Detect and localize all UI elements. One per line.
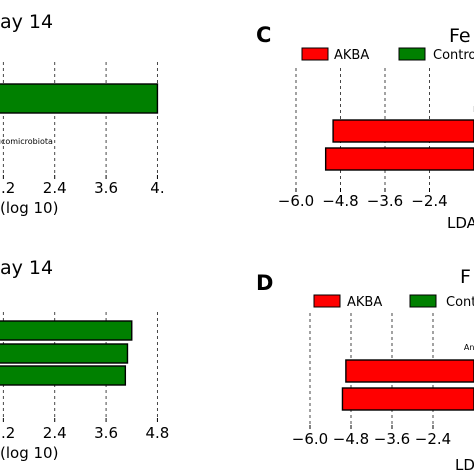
legend-label-1-1: Contro — [433, 48, 474, 63]
tick-label-3-3: −2.4 — [415, 430, 451, 448]
tick-label-3-1: −4.8 — [333, 430, 369, 448]
tick-label-1-0: −6.0 — [278, 192, 314, 210]
panel-letter-D: D — [256, 271, 273, 295]
tick-label-3-2: −3.6 — [374, 430, 410, 448]
bar-3-0 — [345, 359, 474, 383]
bar-3-1 — [341, 387, 474, 411]
bar-2-2 — [0, 365, 127, 386]
bar-label-0-0: rrucomicrobiota — [0, 137, 53, 146]
tick-label-0-1: 2.4 — [43, 179, 67, 197]
legend-label-3-1: Contr — [446, 295, 474, 310]
tick-label-1-3: −2.4 — [411, 192, 447, 210]
panel-letter-C: C — [256, 23, 271, 47]
legend-label-3-0: AKBA — [347, 295, 382, 310]
legend-swatch-3-0 — [313, 294, 341, 308]
axis-label-3: LD — [455, 456, 474, 474]
bar-label-3-0: An — [464, 343, 474, 352]
legend-swatch-1-1 — [398, 47, 426, 61]
legend-swatch-1-0 — [301, 47, 329, 61]
bar-0-0 — [0, 83, 159, 114]
tick-label-2-3: 4.8 — [146, 424, 170, 442]
bar-2-1 — [0, 343, 129, 364]
chart-title-1: Fe — [449, 25, 471, 47]
legend-swatch-3-1 — [409, 294, 437, 308]
chart-title-3: F — [460, 266, 471, 288]
tick-label-3-0: −6.0 — [292, 430, 328, 448]
chart-title-0: ay 14 — [0, 11, 53, 33]
axis-label-1: LDA — [447, 214, 474, 232]
tick-label-2-2: 3.6 — [94, 424, 118, 442]
tick-label-2-0: 1.2 — [0, 424, 15, 442]
tick-label-2-1: 2.4 — [43, 424, 67, 442]
axis-label-2: (log 10) — [0, 444, 58, 462]
chart-title-2: ay 14 — [0, 257, 53, 279]
bar-2-0 — [0, 320, 133, 341]
bar-1-1 — [324, 147, 474, 171]
tick-label-0-0: 1.2 — [0, 179, 15, 197]
tick-label-1-1: −4.8 — [322, 192, 358, 210]
tick-label-0-3: 4. — [150, 179, 164, 197]
bar-1-0 — [332, 119, 474, 143]
tick-label-1-2: −3.6 — [367, 192, 403, 210]
legend-label-1-0: AKBA — [334, 48, 369, 63]
tick-label-0-2: 3.6 — [94, 179, 118, 197]
axis-label-0: (log 10) — [0, 199, 58, 217]
